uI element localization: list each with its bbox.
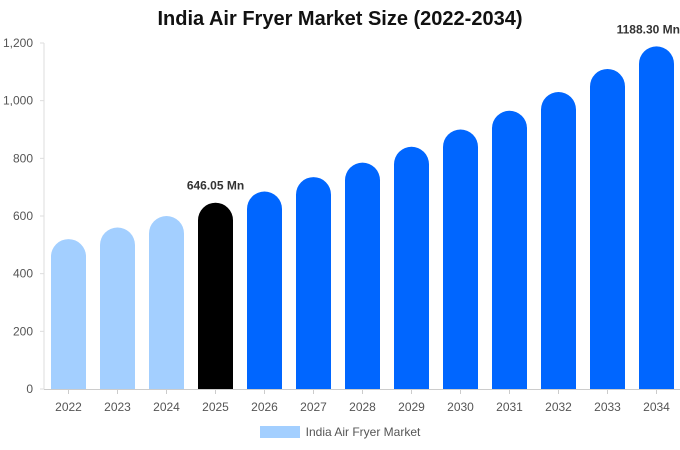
y-tick-label: 600: [13, 209, 33, 223]
bar-2030: [443, 129, 478, 389]
y-tick-label: 0: [26, 382, 33, 396]
bar-2032: [541, 92, 576, 390]
y-tick-label: 800: [13, 151, 33, 165]
bar-2026: [247, 191, 282, 389]
bar-2031: [492, 110, 527, 389]
x-tick-label: 2029: [398, 400, 425, 414]
bar-2033: [590, 68, 625, 389]
legend-swatch: [259, 426, 300, 438]
y-tick-label: 1,000: [3, 94, 33, 108]
legend: India Air Fryer Market: [0, 425, 680, 439]
x-tick-label: 2024: [153, 400, 180, 414]
x-tick-label: 2022: [55, 400, 82, 414]
x-tick-label: 2033: [594, 400, 621, 414]
y-tick-label: 400: [13, 267, 33, 281]
bar-2022: [51, 239, 86, 389]
labels: 646.05 Mn 1188.30 Mn: [187, 22, 680, 192]
x-tick-label: 2030: [447, 400, 474, 414]
x-tick-label: 2032: [545, 400, 572, 414]
bars: [51, 46, 674, 390]
bar-2024: [149, 216, 184, 389]
x-tick-label: 2028: [349, 400, 376, 414]
bar-2023: [100, 227, 135, 389]
x-tick-label: 2027: [300, 400, 327, 414]
bar-2034: [639, 46, 674, 389]
chart-title: India Air Fryer Market Size (2022-2034): [157, 8, 523, 30]
x-tick-label: 2025: [202, 400, 229, 414]
legend-label: India Air Fryer Market: [305, 425, 421, 439]
x-tick-label: 2034: [643, 400, 670, 414]
bar-2029: [394, 146, 429, 389]
bar-2027: [296, 177, 331, 389]
y-tick-label: 200: [13, 324, 33, 338]
data-label-2025: 646.05 Mn: [187, 179, 244, 193]
x-tick-label: 2026: [251, 400, 278, 414]
x-tick-label: 2023: [104, 400, 131, 414]
y-tick-label: 1,200: [3, 36, 33, 50]
bar-2028: [345, 162, 380, 389]
bar-2025: [198, 202, 233, 389]
x-tick-label: 2031: [496, 400, 523, 414]
data-label-2034: 1188.30 Mn: [617, 22, 680, 36]
axes: 0 200 400 600 800 1,000 1,200 2022 2023 2024 2025 2…: [3, 36, 680, 414]
